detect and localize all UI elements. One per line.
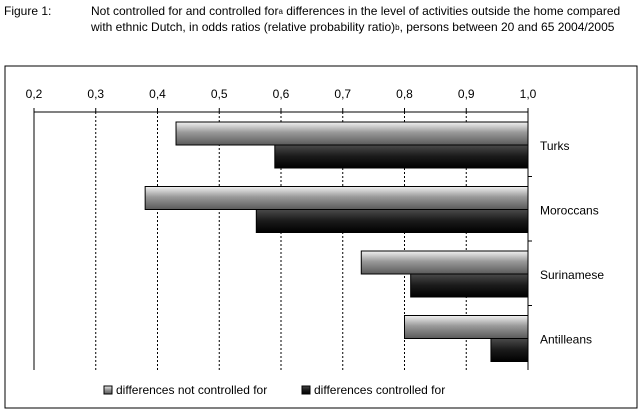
x-tick-label: 0,7: [334, 87, 351, 101]
bar-surinamese-controlled: [410, 273, 529, 298]
bar-moroccans-not-controlled: [144, 186, 529, 210]
legend: differences not controlled for difference…: [103, 383, 445, 397]
category-labels: Turks Moroccans Surinamese Antilleans: [540, 139, 604, 347]
legend-label: differences controlled for: [314, 383, 445, 397]
x-tick-label: 0,5: [211, 87, 228, 101]
caption-part-3: , persons between 20 and 65 2004/2005: [399, 20, 615, 34]
category-label: Turks: [540, 139, 570, 153]
bars: [144, 121, 529, 362]
category-label: Moroccans: [540, 204, 599, 218]
bar-turks-controlled: [274, 144, 529, 169]
bar-moroccans-controlled: [255, 209, 529, 233]
caption-sup-a: a: [278, 7, 283, 16]
x-axis: 0,2 0,3 0,4 0,5 0,6 0,7 0,8 0,9 1,0: [26, 87, 537, 370]
bar-antilleans-not-controlled: [404, 315, 529, 339]
x-tick-label: 0,6: [273, 87, 290, 101]
x-tick-label: 0,2: [26, 87, 43, 101]
caption-part-2: differences in the level of activities o…: [91, 4, 621, 34]
x-tick-label: 0,9: [458, 87, 475, 101]
category-label: Antilleans: [540, 333, 592, 347]
x-tick-label: 0,8: [396, 87, 413, 101]
x-tick-label: 0,4: [149, 87, 166, 101]
figure-title: Not controlled for and controlled fora d…: [91, 3, 641, 35]
bar-turks-not-controlled: [175, 121, 529, 146]
chart-frame: [4, 65, 638, 409]
bar-surinamese-not-controlled: [360, 250, 529, 275]
legend-swatch: [301, 385, 311, 395]
caption-sup-b: b: [395, 23, 400, 32]
figure-label: Figure 1:: [4, 4, 52, 18]
category-label: Surinamese: [540, 268, 604, 282]
legend-swatch: [103, 385, 113, 395]
legend-label: differences not controlled for: [116, 383, 267, 397]
bar-antilleans-controlled: [490, 338, 529, 362]
x-tick-label: 0,3: [87, 87, 104, 101]
x-tick-label: 1,0: [520, 87, 537, 101]
grid: [95, 112, 467, 370]
caption-part-1: Not controlled for and controlled for: [91, 4, 279, 18]
